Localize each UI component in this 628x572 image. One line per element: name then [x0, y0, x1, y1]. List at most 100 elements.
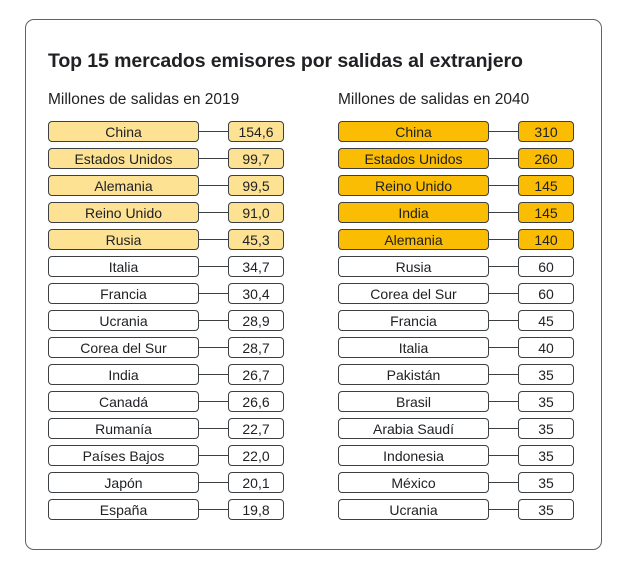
connector-line	[199, 212, 228, 213]
table-row: Estados Unidos 260	[338, 148, 574, 169]
connector-line	[199, 320, 228, 321]
table-row: Arabia Saudí 35	[338, 418, 574, 439]
subtitle-2019: Millones de salidas en 2019	[48, 91, 240, 108]
country-label: China	[338, 121, 489, 142]
connector-line	[199, 455, 228, 456]
country-label: Italia	[338, 337, 489, 358]
table-row: India 145	[338, 202, 574, 223]
country-label: España	[48, 499, 199, 520]
value-label: 28,9	[228, 310, 284, 331]
table-row: Italia 34,7	[48, 256, 284, 277]
value-label: 45,3	[228, 229, 284, 250]
value-label: 26,7	[228, 364, 284, 385]
subtitle-2040: Millones de salidas en 2040	[338, 91, 530, 108]
connector-line	[489, 320, 518, 321]
table-row: China 310	[338, 121, 574, 142]
connector-line	[489, 482, 518, 483]
value-label: 140	[518, 229, 574, 250]
table-row: Japón 20,1	[48, 472, 284, 493]
connector-line	[199, 401, 228, 402]
value-label: 310	[518, 121, 574, 142]
table-row: Italia 40	[338, 337, 574, 358]
country-label: Canadá	[48, 391, 199, 412]
table-2019: China 154,6 Estados Unidos 99,7 Alemania 99,5…	[48, 121, 284, 526]
country-label: Corea del Sur	[338, 283, 489, 304]
country-label: Ucrania	[48, 310, 199, 331]
value-label: 145	[518, 202, 574, 223]
connector-line	[489, 401, 518, 402]
value-label: 26,6	[228, 391, 284, 412]
country-label: Pakistán	[338, 364, 489, 385]
value-label: 99,7	[228, 148, 284, 169]
country-label: India	[338, 202, 489, 223]
table-row: Brasil 35	[338, 391, 574, 412]
table-row: Rusia 60	[338, 256, 574, 277]
value-label: 35	[518, 391, 574, 412]
country-label: Indonesia	[338, 445, 489, 466]
country-label: Países Bajos	[48, 445, 199, 466]
connector-line	[199, 509, 228, 510]
table-row: Corea del Sur 60	[338, 283, 574, 304]
infographic-card	[25, 19, 602, 550]
country-label: Rusia	[338, 256, 489, 277]
value-label: 99,5	[228, 175, 284, 196]
country-label: Alemania	[338, 229, 489, 250]
connector-line	[489, 455, 518, 456]
country-label: Estados Unidos	[338, 148, 489, 169]
connector-line	[489, 509, 518, 510]
table-row: Alemania 99,5	[48, 175, 284, 196]
table-row: Reino Unido 91,0	[48, 202, 284, 223]
country-label: Japón	[48, 472, 199, 493]
country-label: Estados Unidos	[48, 148, 199, 169]
table-row: Pakistán 35	[338, 364, 574, 385]
page-title: Top 15 mercados emisores por salidas al …	[48, 50, 523, 72]
value-label: 91,0	[228, 202, 284, 223]
connector-line	[199, 131, 228, 132]
value-label: 40	[518, 337, 574, 358]
country-label: Reino Unido	[338, 175, 489, 196]
value-label: 35	[518, 418, 574, 439]
connector-line	[199, 239, 228, 240]
table-row: Países Bajos 22,0	[48, 445, 284, 466]
value-label: 35	[518, 499, 574, 520]
connector-line	[489, 158, 518, 159]
table-row: Estados Unidos 99,7	[48, 148, 284, 169]
value-label: 30,4	[228, 283, 284, 304]
connector-line	[489, 212, 518, 213]
value-label: 34,7	[228, 256, 284, 277]
country-label: Francia	[338, 310, 489, 331]
country-label: Corea del Sur	[48, 337, 199, 358]
table-row: Indonesia 35	[338, 445, 574, 466]
connector-line	[199, 158, 228, 159]
connector-line	[489, 266, 518, 267]
value-label: 19,8	[228, 499, 284, 520]
country-label: Reino Unido	[48, 202, 199, 223]
table-row: China 154,6	[48, 121, 284, 142]
value-label: 20,1	[228, 472, 284, 493]
table-row: India 26,7	[48, 364, 284, 385]
table-row: Alemania 140	[338, 229, 574, 250]
table-row: Canadá 26,6	[48, 391, 284, 412]
value-label: 35	[518, 472, 574, 493]
value-label: 260	[518, 148, 574, 169]
table-row: España 19,8	[48, 499, 284, 520]
connector-line	[489, 185, 518, 186]
country-label: India	[48, 364, 199, 385]
connector-line	[489, 374, 518, 375]
connector-line	[489, 131, 518, 132]
connector-line	[489, 347, 518, 348]
country-label: Ucrania	[338, 499, 489, 520]
table-row: Francia 30,4	[48, 283, 284, 304]
country-label: Rumanía	[48, 418, 199, 439]
connector-line	[199, 482, 228, 483]
connector-line	[199, 266, 228, 267]
connector-line	[489, 239, 518, 240]
value-label: 60	[518, 256, 574, 277]
connector-line	[199, 374, 228, 375]
connector-line	[199, 293, 228, 294]
country-label: China	[48, 121, 199, 142]
table-2040: China 310 Estados Unidos 260 Reino Unido 145 I…	[338, 121, 574, 526]
country-label: Francia	[48, 283, 199, 304]
table-row: Corea del Sur 28,7	[48, 337, 284, 358]
value-label: 22,0	[228, 445, 284, 466]
